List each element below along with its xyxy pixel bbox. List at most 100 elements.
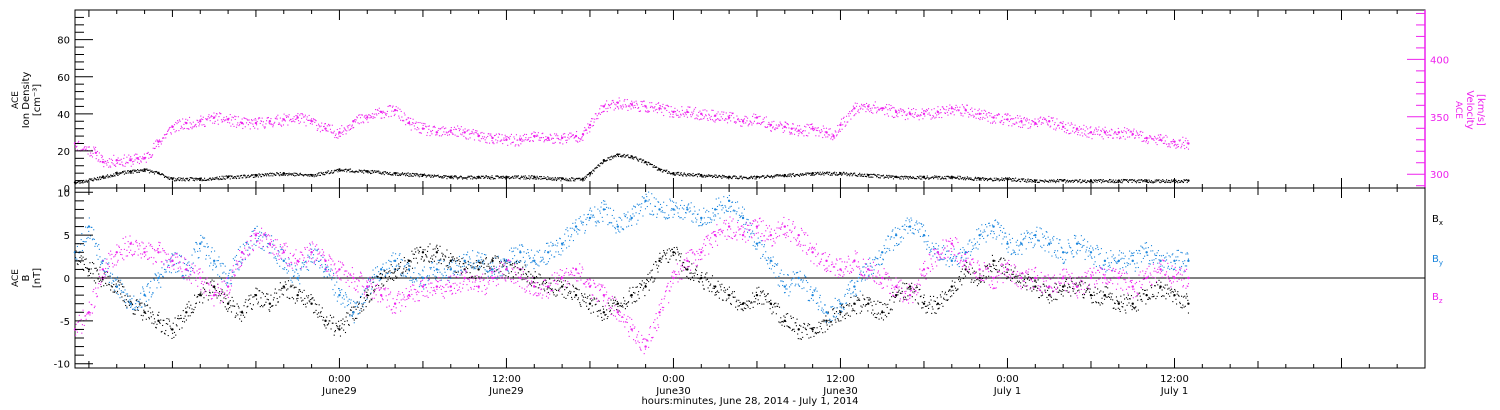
bx-sample xyxy=(404,260,406,262)
velocity-proxy-sample xyxy=(204,125,206,127)
ion-density-sample xyxy=(1149,181,1151,183)
velocity-proxy-sample xyxy=(901,114,903,117)
bx-sample xyxy=(195,302,197,304)
bx-sample xyxy=(782,321,784,323)
velocity-proxy-point xyxy=(491,136,494,140)
ion-density-sample xyxy=(1000,179,1002,181)
velocity-proxy-sample xyxy=(509,138,511,140)
velocity-proxy-sample xyxy=(947,114,949,116)
ion-density-sample xyxy=(810,174,812,176)
ion-density-sample xyxy=(571,177,573,179)
velocity-proxy-sample xyxy=(364,117,367,119)
bx-sample xyxy=(433,260,435,262)
ion-density-sample xyxy=(111,176,113,178)
bx-sample xyxy=(90,268,92,270)
velocity-proxy-sample xyxy=(909,111,911,113)
bx-sample xyxy=(682,261,684,263)
velocity-proxy-sample xyxy=(946,106,948,108)
velocity-proxy-sample xyxy=(222,120,224,122)
velocity-proxy-sample xyxy=(1005,118,1007,120)
bx-sample xyxy=(110,285,112,287)
bx-sample xyxy=(93,280,95,282)
velocity-proxy-sample xyxy=(802,130,804,132)
ion-density-sample xyxy=(125,172,127,174)
velocity-proxy-sample xyxy=(919,114,921,116)
velocity-proxy-sample xyxy=(650,105,652,107)
bx-sample xyxy=(254,294,256,296)
ion-density-sample xyxy=(740,176,742,178)
velocity-proxy-sample xyxy=(111,159,114,161)
velocity-proxy-sample xyxy=(759,115,761,117)
bx-sample xyxy=(277,301,280,303)
bx-sample xyxy=(158,321,161,323)
bx-sample xyxy=(577,297,580,299)
velocity-proxy-sample xyxy=(968,113,970,115)
bx-sample xyxy=(671,248,673,250)
ion-density-sample xyxy=(979,179,981,181)
velocity-proxy-sample xyxy=(502,139,504,141)
bx-sample xyxy=(485,258,487,260)
velocity-proxy-sample xyxy=(234,115,236,117)
velocity-proxy-sample xyxy=(961,112,963,114)
velocity-proxy-sample xyxy=(370,117,372,119)
velocity-proxy-sample xyxy=(772,126,774,128)
velocity-proxy-sample xyxy=(876,110,878,112)
velocity-proxy-sample xyxy=(287,116,290,118)
ion-density-sample xyxy=(441,177,443,179)
bx-sample xyxy=(647,273,649,275)
bx-sample xyxy=(676,248,678,250)
ion-density-sample xyxy=(596,166,598,168)
ion-density-sample xyxy=(315,175,317,177)
bx-sample xyxy=(508,272,510,274)
velocity-proxy-sample xyxy=(662,103,664,105)
ion-density-sample xyxy=(185,178,187,180)
velocity-proxy-sample xyxy=(527,138,529,140)
velocity-proxy-sample xyxy=(104,160,106,162)
velocity-proxy-sample xyxy=(816,127,818,129)
ion-density-sample xyxy=(815,172,817,174)
ion-density-sample xyxy=(450,177,452,179)
velocity-proxy-sample xyxy=(1050,117,1052,119)
ion-density-sample xyxy=(567,180,569,182)
velocity-proxy-sample xyxy=(973,115,975,117)
bx-sample xyxy=(265,301,267,303)
velocity-proxy-sample xyxy=(821,130,823,132)
ion-density-sample xyxy=(182,178,184,180)
ion-density-sample xyxy=(239,175,241,177)
bx-point xyxy=(477,268,480,271)
ion-density-sample xyxy=(939,178,942,180)
ion-density-sample xyxy=(984,178,987,181)
velocity-proxy-sample xyxy=(405,124,407,126)
bx-sample xyxy=(667,261,669,263)
velocity-proxy-sample xyxy=(321,129,323,131)
bx-sample xyxy=(534,271,536,273)
bx-sample xyxy=(417,249,419,251)
velocity-proxy-sample xyxy=(799,131,801,133)
ion-density-sample xyxy=(1158,179,1160,181)
ion-density-sample xyxy=(464,177,466,179)
ion-density-sample xyxy=(180,177,182,179)
velocity-proxy-sample xyxy=(1126,128,1128,130)
ion-density-sample xyxy=(901,175,903,177)
velocity-proxy-sample xyxy=(1065,124,1067,126)
bx-sample xyxy=(597,310,600,312)
ion-density-sample xyxy=(320,171,322,173)
bx-sample xyxy=(442,255,444,257)
ion-density-sample xyxy=(100,177,102,179)
velocity-proxy-sample xyxy=(516,139,518,141)
velocity-proxy-sample xyxy=(850,118,852,120)
ion-density-sample xyxy=(609,159,611,161)
bx-sample xyxy=(755,298,757,300)
velocity-proxy-sample xyxy=(1014,123,1016,125)
velocity-proxy-sample xyxy=(297,113,299,115)
bx-sample xyxy=(137,307,139,309)
velocity-proxy-sample xyxy=(354,118,356,121)
ion-density-sample xyxy=(672,174,674,176)
ion-density-sample xyxy=(1041,180,1044,182)
velocity-proxy-sample xyxy=(1063,126,1065,128)
ion-density-sample xyxy=(615,156,617,158)
ion-density-sample xyxy=(305,174,307,176)
ion-density-sample xyxy=(1047,180,1049,183)
ion-density-sample xyxy=(606,159,608,161)
